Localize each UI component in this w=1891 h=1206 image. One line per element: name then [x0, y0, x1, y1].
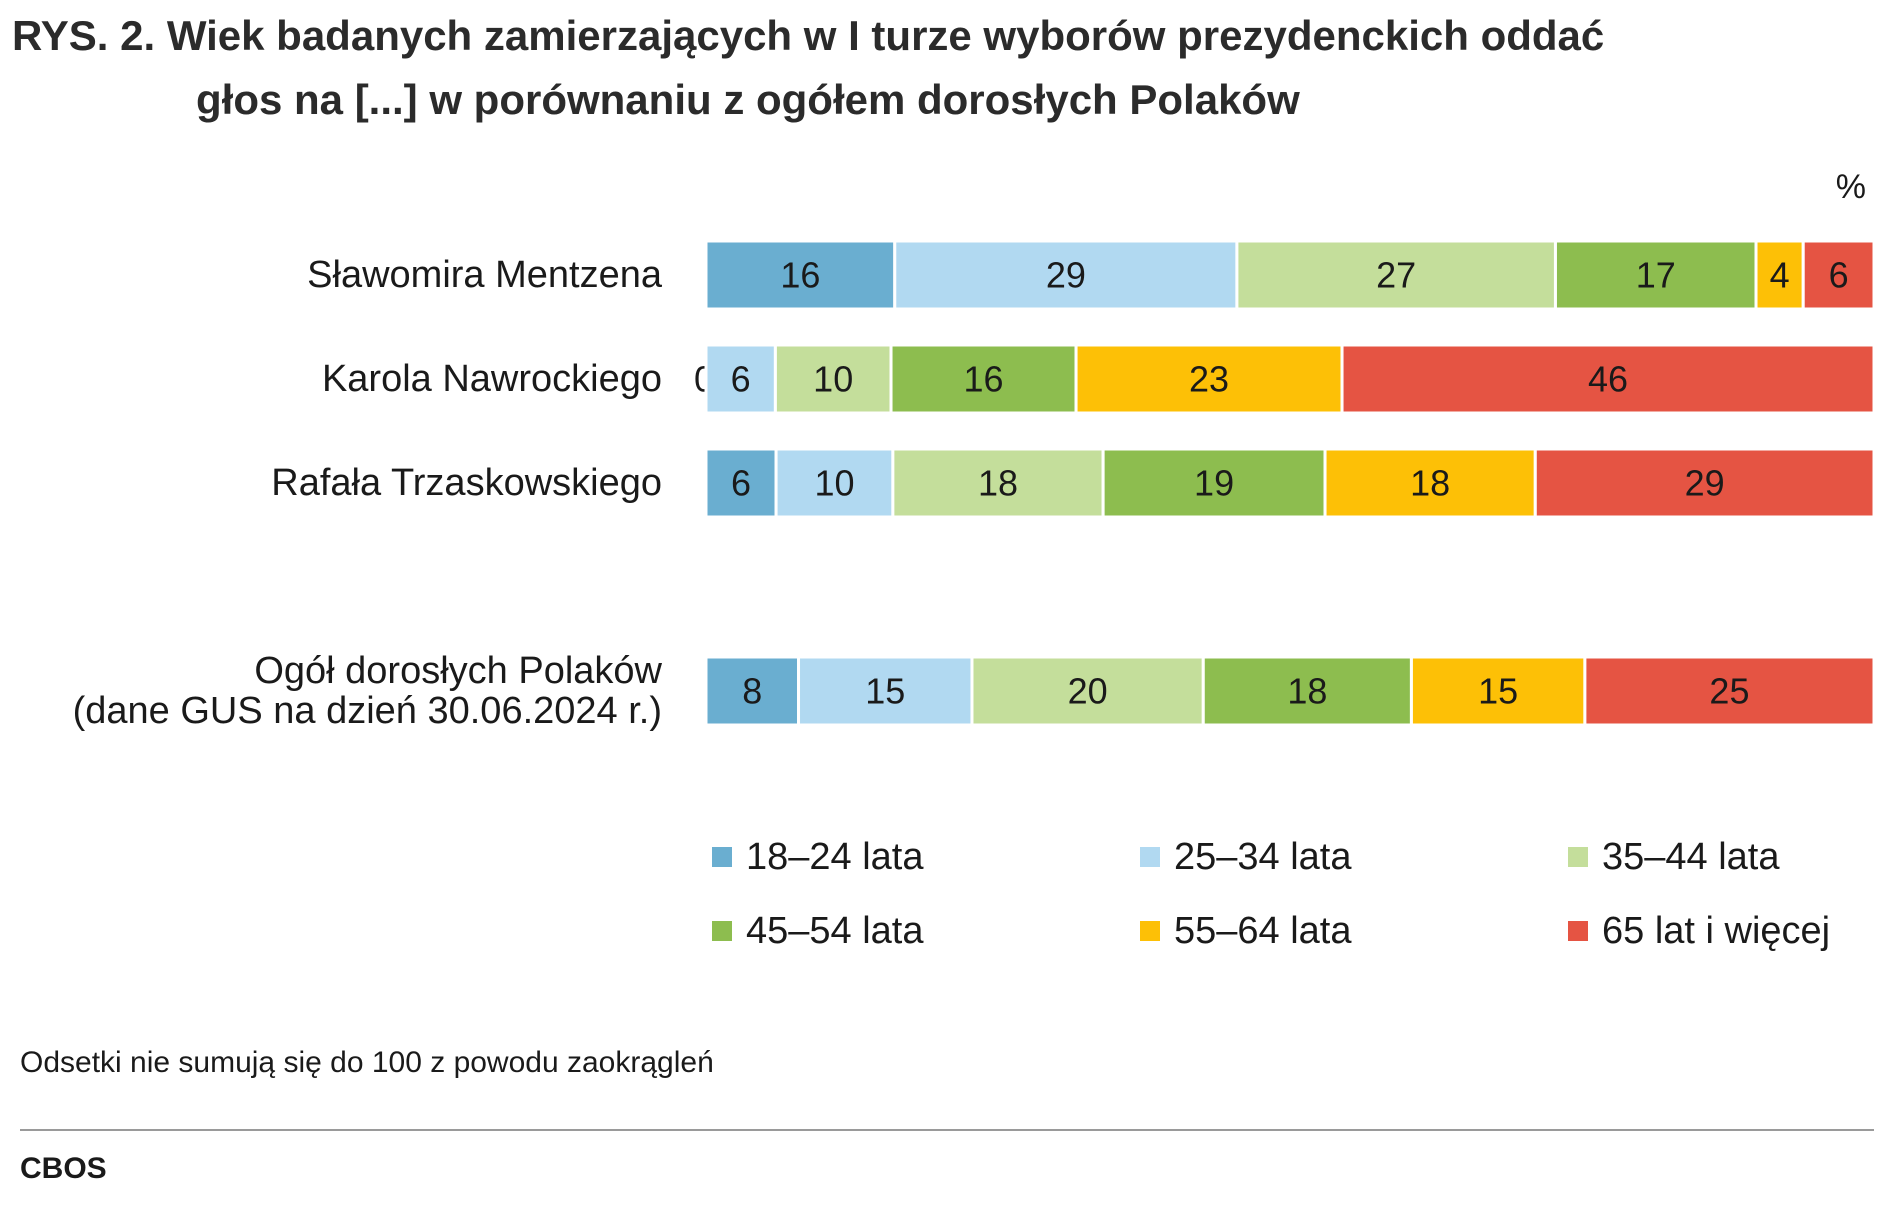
value-label-1-1: 6	[731, 359, 751, 400]
footnote: Odsetki nie sumują się do 100 z powodu z…	[20, 1046, 714, 1079]
value-label-3-1: 15	[865, 671, 905, 712]
bar-segment-1-2	[773, 343, 893, 415]
bar-segment-2-5	[1533, 447, 1876, 519]
legend: 18–24 lata 25–34 lata 35–44 lata 45–54 lata…	[712, 836, 1830, 952]
legend-label-0: 18–24 lata	[746, 836, 924, 878]
category-labels: Sławomira Mentzena Karola Nawrockiego Rafa…	[73, 254, 663, 732]
value-label-3-4: 15	[1478, 671, 1518, 712]
value-label-0-0: 16	[780, 255, 820, 296]
value-label-2-5: 29	[1685, 463, 1725, 504]
bar-segment-1-3	[889, 343, 1078, 415]
value-label-0-5: 6	[1829, 255, 1849, 296]
legend-label-2: 35–44 lata	[1602, 836, 1780, 878]
chart-title-line2: głos na [...] w porównaniu z ogółem doro…	[196, 76, 1300, 123]
legend-swatch-5	[1568, 921, 1588, 941]
bar-segment-3-5	[1583, 655, 1876, 727]
value-label-0-1: 29	[1046, 255, 1086, 296]
legend-swatch-3	[712, 921, 732, 941]
bar-segment-0-5	[1801, 239, 1876, 311]
legend-label-1: 25–34 lata	[1174, 836, 1352, 878]
value-label-0-4: 4	[1770, 255, 1790, 296]
value-label-1-5: 46	[1588, 359, 1628, 400]
bar-segment-2-1	[774, 447, 895, 519]
legend-swatch-1	[1140, 847, 1160, 867]
bars-group: 16 29 27 17 4 60 6 10 16 23 466 10 18 19 18 298 15 20 18 15…	[694, 239, 1876, 727]
bar-segment-1-5	[1340, 343, 1876, 415]
bar-segment-1-1	[704, 343, 777, 415]
legend-label-3: 45–54 lata	[746, 910, 924, 952]
legend-swatch-4	[1140, 921, 1160, 941]
bar-segment-2-3	[1101, 447, 1327, 519]
value-label-2-1: 10	[814, 463, 854, 504]
value-label-2-2: 18	[978, 463, 1018, 504]
bar-segment-0-1	[893, 239, 1239, 311]
source-label: CBOS	[20, 1152, 107, 1185]
value-label-1-2: 10	[813, 359, 853, 400]
category-label-1-0: Karola Nawrockiego	[322, 358, 662, 400]
bar-segment-2-2	[891, 447, 1105, 519]
bar-segment-0-4	[1754, 239, 1805, 311]
value-label-3-5: 25	[1709, 671, 1749, 712]
value-label-1-4: 23	[1189, 359, 1229, 400]
unit-label: %	[1836, 168, 1866, 206]
value-label-2-3: 19	[1194, 463, 1234, 504]
legend-label-4: 55–64 lata	[1174, 910, 1352, 952]
value-label-2-4: 18	[1410, 463, 1450, 504]
category-label-3-0: Ogół dorosłych Polaków	[254, 650, 662, 692]
value-label-3-3: 18	[1287, 671, 1327, 712]
legend-swatch-2	[1568, 847, 1588, 867]
value-label-2-0: 6	[731, 463, 751, 504]
bar-segment-1-4	[1074, 343, 1344, 415]
bar-segment-3-0	[704, 655, 801, 727]
bar-segment-0-2	[1235, 239, 1557, 311]
bar-segment-0-0	[704, 239, 897, 311]
value-label-1-3: 16	[964, 359, 1004, 400]
value-label-3-2: 20	[1068, 671, 1108, 712]
category-label-0-0: Sławomira Mentzena	[307, 254, 663, 296]
bar-segment-2-0	[704, 447, 778, 519]
value-label-3-0: 8	[742, 671, 762, 712]
category-label-3-1: (dane GUS na dzień 30.06.2024 r.)	[73, 690, 662, 732]
value-label-0-3: 17	[1636, 255, 1676, 296]
legend-swatch-0	[712, 847, 732, 867]
bar-segment-3-1	[797, 655, 974, 727]
value-label-0-2: 27	[1376, 255, 1416, 296]
chart-title-line1: RYS. 2. Wiek badanych zamierzających w I…	[12, 12, 1604, 59]
legend-label-5: 65 lat i więcej	[1602, 910, 1830, 952]
category-label-2-0: Rafała Trzaskowskiego	[271, 462, 662, 504]
